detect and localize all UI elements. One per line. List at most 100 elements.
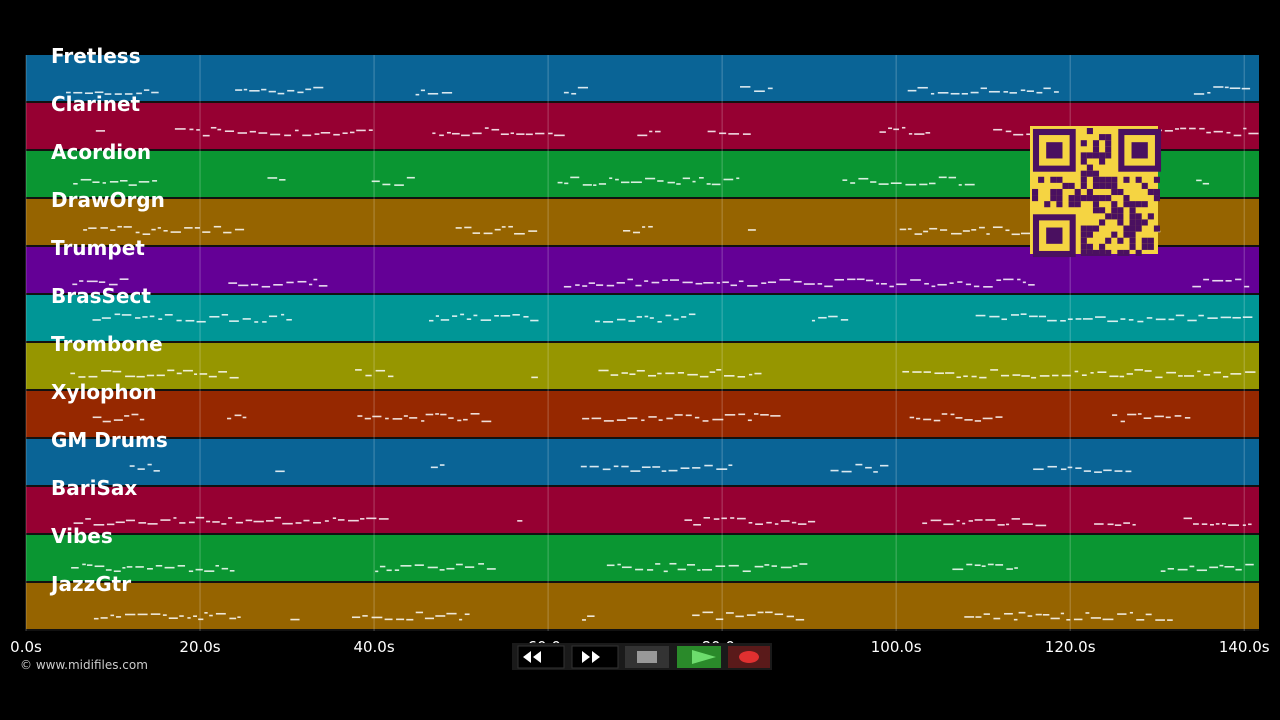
note: [923, 418, 932, 421]
note: [351, 616, 361, 619]
note: [112, 370, 122, 373]
x-tick-label: 100.0s: [871, 638, 922, 656]
qr-module: [1092, 201, 1100, 208]
note: [1061, 374, 1071, 377]
note: [715, 565, 726, 568]
note: [985, 519, 996, 521]
note: [119, 179, 128, 182]
note: [716, 468, 728, 470]
note: [995, 564, 1004, 566]
note: [1203, 374, 1211, 376]
note: [1031, 376, 1037, 379]
qr-module: [1074, 188, 1081, 196]
note: [896, 283, 907, 286]
note: [657, 372, 662, 375]
track-name: GM Drums: [51, 428, 168, 452]
stop-button[interactable]: [625, 646, 669, 668]
note: [621, 372, 628, 374]
qr-module: [1141, 243, 1148, 250]
note: [974, 564, 981, 567]
note: [1011, 233, 1020, 236]
note: [765, 611, 773, 614]
note: [446, 612, 457, 615]
qr-module: [1129, 231, 1136, 238]
note: [673, 318, 679, 321]
note: [160, 519, 171, 521]
note: [508, 225, 513, 228]
qr-module: [1080, 249, 1087, 256]
note: [500, 315, 511, 317]
qr-module: [1086, 249, 1093, 256]
note: [1183, 517, 1192, 520]
note: [670, 279, 680, 281]
qr-module: [1123, 195, 1130, 202]
note: [761, 282, 767, 284]
note: [229, 376, 239, 379]
note: [771, 565, 777, 567]
note: [912, 371, 922, 373]
note: [194, 373, 198, 375]
note: [665, 372, 675, 375]
note: [202, 231, 211, 233]
play-button[interactable]: [677, 646, 721, 668]
note: [1166, 371, 1177, 374]
note: [163, 230, 168, 232]
track-name: Trumpet: [51, 236, 145, 260]
track-name: Clarinet: [51, 92, 141, 116]
note: [738, 280, 744, 283]
note: [195, 568, 203, 571]
note: [1199, 127, 1205, 130]
note: [571, 92, 577, 95]
note: [1042, 614, 1050, 616]
note: [1006, 523, 1010, 526]
note: [692, 614, 700, 617]
qr-module: [1050, 176, 1057, 183]
note: [807, 520, 816, 523]
note: [368, 129, 373, 131]
track-name: Xylophon: [51, 380, 157, 404]
note: [114, 93, 122, 95]
note: [842, 179, 848, 181]
note: [997, 524, 1005, 526]
qr-module: [1062, 182, 1069, 189]
note: [890, 182, 902, 184]
note: [208, 375, 217, 378]
note: [1155, 376, 1163, 379]
note: [406, 176, 415, 179]
track-separator: [26, 197, 1259, 199]
note: [229, 570, 235, 572]
rewind-button[interactable]: [517, 645, 565, 669]
note: [703, 282, 714, 284]
note: [950, 413, 955, 416]
note: [979, 226, 985, 229]
note: [677, 372, 685, 374]
note: [1066, 618, 1071, 621]
note: [332, 517, 337, 520]
note: [1228, 524, 1239, 526]
qr-finder: [1046, 227, 1063, 244]
note: [409, 417, 418, 419]
qr-module: [1099, 158, 1106, 165]
note: [1028, 284, 1035, 286]
note: [591, 417, 602, 420]
note: [95, 130, 106, 132]
note: [1155, 318, 1166, 321]
note: [528, 230, 538, 232]
note: [302, 134, 312, 137]
track-band: [26, 535, 1259, 581]
note: [286, 281, 294, 284]
note: [185, 319, 195, 322]
forward-button[interactable]: [571, 645, 619, 669]
note: [964, 419, 973, 421]
note: [394, 184, 404, 186]
note: [1183, 375, 1195, 377]
record-button[interactable]: [728, 646, 770, 668]
note: [1010, 314, 1019, 316]
note: [1224, 566, 1235, 568]
note: [1075, 318, 1082, 320]
qr-module: [1105, 249, 1112, 256]
qr-module: [1080, 243, 1087, 250]
qr-module: [1099, 152, 1106, 159]
qr-module: [1111, 182, 1118, 189]
note: [610, 374, 619, 376]
